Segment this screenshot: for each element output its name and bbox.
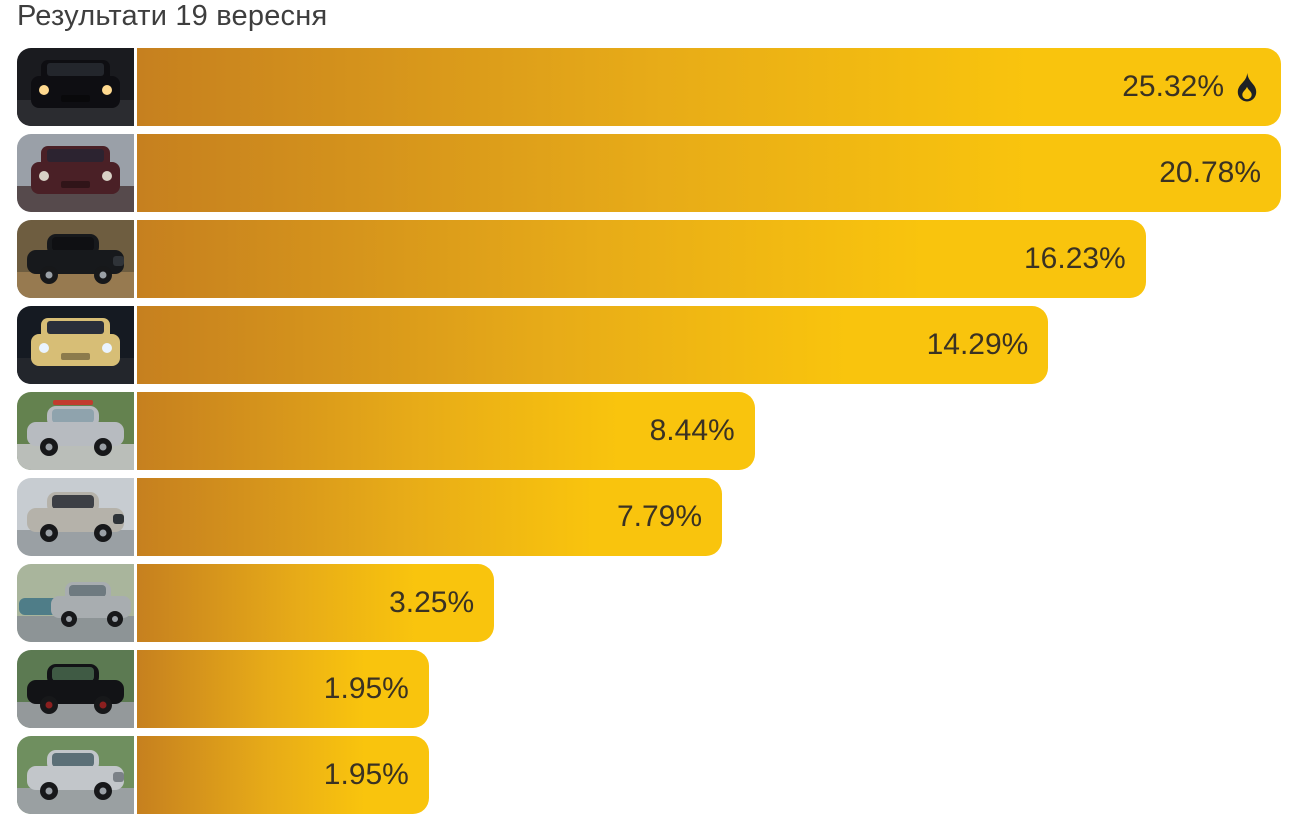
car-windows xyxy=(52,237,94,251)
result-bar: 16.23% xyxy=(137,220,1146,298)
page-title: Результати 19 вересня xyxy=(17,0,328,32)
car-grille xyxy=(61,353,90,360)
result-bar: 7.79% xyxy=(137,478,723,556)
car-bumper xyxy=(113,514,124,524)
car-headlight-left-icon xyxy=(39,171,49,181)
poll-option-row: 1.95% xyxy=(0,650,1281,728)
car-thumbnail xyxy=(17,48,134,126)
car-grille xyxy=(61,95,90,102)
car-hub-rear xyxy=(45,701,53,709)
car-thumbnail xyxy=(17,478,134,556)
flame-icon xyxy=(1237,72,1257,101)
car-photo-side xyxy=(17,564,134,642)
roof-rack-bikes xyxy=(53,400,93,405)
car-photo-side xyxy=(17,220,134,298)
percent-label: 1.95% xyxy=(323,672,409,705)
car-windshield xyxy=(47,63,104,76)
poll-option-row: 20.78% xyxy=(0,134,1281,212)
poll-option-row: 8.44% xyxy=(0,392,1281,470)
car-thumbnail xyxy=(17,564,134,642)
car-photo-front xyxy=(17,134,134,212)
thumb-ground xyxy=(17,272,134,298)
car-hub-rear xyxy=(45,529,53,537)
car-hub-front xyxy=(112,616,118,622)
car-windows xyxy=(52,409,94,423)
poll-option-row: 16.23% xyxy=(0,220,1281,298)
percent-label: 20.78% xyxy=(1159,156,1261,189)
car-hub-rear xyxy=(45,443,53,451)
car-thumbnail xyxy=(17,736,134,814)
car-windows xyxy=(52,753,94,767)
result-bar: 1.95% xyxy=(137,650,429,728)
result-bar: 1.95% xyxy=(137,736,429,814)
result-bar: 8.44% xyxy=(137,392,755,470)
percent-label: 3.25% xyxy=(389,586,475,619)
poll-option-row: 25.32% xyxy=(0,48,1281,126)
percent-label: 8.44% xyxy=(649,414,735,447)
car-hub-front xyxy=(99,701,107,709)
car-hub-front xyxy=(99,443,107,451)
car-photo-front xyxy=(17,48,134,126)
car-thumbnail xyxy=(17,392,134,470)
poll-option-row: 14.29% xyxy=(0,306,1281,384)
thumb-ground xyxy=(17,788,134,814)
car-hub-front xyxy=(99,271,107,279)
result-bar: 14.29% xyxy=(137,306,1049,384)
car-photo-side xyxy=(17,650,134,728)
car-windows xyxy=(52,667,94,681)
percent-label: 1.95% xyxy=(323,758,409,791)
car-headlight-right-icon xyxy=(102,85,112,95)
car-thumbnail xyxy=(17,220,134,298)
car-windshield xyxy=(47,321,104,334)
car-grille xyxy=(61,181,90,188)
car-hub-front xyxy=(99,787,107,795)
result-bar: 3.25% xyxy=(137,564,495,642)
car-photo-side xyxy=(17,392,134,470)
car-hub-rear xyxy=(66,616,72,622)
car-photo-side xyxy=(17,478,134,556)
car-bumper xyxy=(113,256,124,266)
car-hub-rear xyxy=(45,271,53,279)
car-headlight-left-icon xyxy=(39,343,49,353)
car-photo-front xyxy=(17,306,134,384)
car-body xyxy=(31,334,120,366)
car-windows xyxy=(52,495,94,509)
car-hub-front xyxy=(99,529,107,537)
result-bar: 20.78% xyxy=(137,134,1281,212)
percent-label: 7.79% xyxy=(616,500,703,533)
car-thumbnail xyxy=(17,134,134,212)
poll-results-list: 25.32% 20.78% xyxy=(0,48,1281,814)
car-thumbnail xyxy=(17,650,134,728)
thumb-ground xyxy=(17,444,134,470)
percent-label: 14.29% xyxy=(926,328,1029,361)
poll-option-row: 1.95% xyxy=(0,736,1281,814)
percent-label: 25.32% xyxy=(1122,70,1224,103)
car-body xyxy=(31,162,120,194)
car-photo-side xyxy=(17,736,134,814)
car-windows xyxy=(69,585,106,597)
poll-option-row: 7.79% xyxy=(0,478,1281,556)
thumb-ground xyxy=(17,702,134,728)
poll-option-row: 3.25% xyxy=(0,564,1281,642)
second-car xyxy=(19,598,59,615)
thumb-ground xyxy=(17,530,134,556)
car-headlight-right-icon xyxy=(102,171,112,181)
car-headlight-right-icon xyxy=(102,343,112,353)
car-bumper xyxy=(113,772,124,782)
percent-label: 16.23% xyxy=(1023,242,1126,275)
car-thumbnail xyxy=(17,306,134,384)
car-hub-rear xyxy=(45,787,53,795)
car-body xyxy=(31,76,120,108)
car-windshield xyxy=(47,149,104,162)
flame-glyph xyxy=(1237,72,1257,101)
result-bar: 25.32% xyxy=(137,48,1281,126)
car-headlight-left-icon xyxy=(39,85,49,95)
